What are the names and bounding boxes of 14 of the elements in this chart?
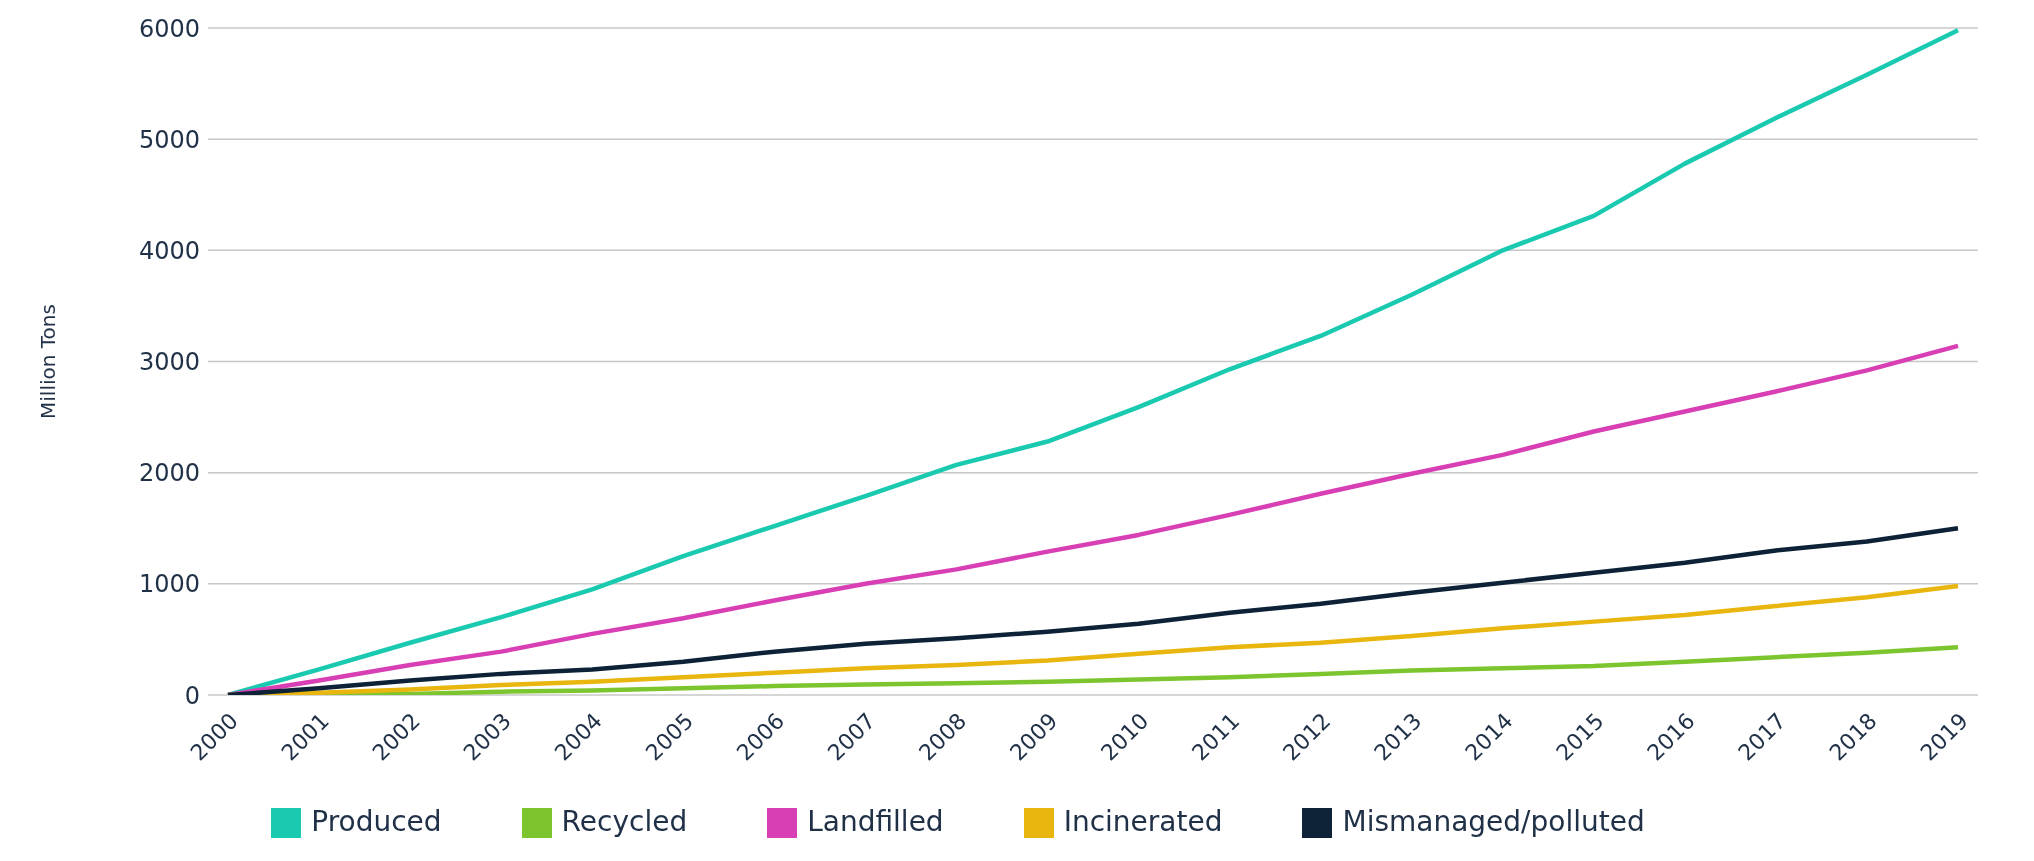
y-tick-label: 1000 — [138, 570, 200, 599]
legend-label: Incinerated — [1063, 805, 1223, 838]
y-tick-label: 6000 — [138, 14, 200, 43]
legend-label: Produced — [311, 805, 442, 838]
y-tick-label: 5000 — [138, 125, 200, 154]
legend-label: Landfilled — [807, 805, 944, 838]
y-tick-label: 0 — [184, 681, 200, 710]
y-tick-label: 4000 — [138, 236, 200, 265]
y-axis-title: Million Tons — [36, 304, 61, 419]
y-tick-label: 2000 — [138, 459, 200, 488]
legend-label: Mismanaged/polluted — [1342, 805, 1645, 838]
y-tick-label: 3000 — [138, 348, 200, 377]
legend-label: Recycled — [561, 805, 688, 838]
line-series — [225, 526, 1961, 695]
